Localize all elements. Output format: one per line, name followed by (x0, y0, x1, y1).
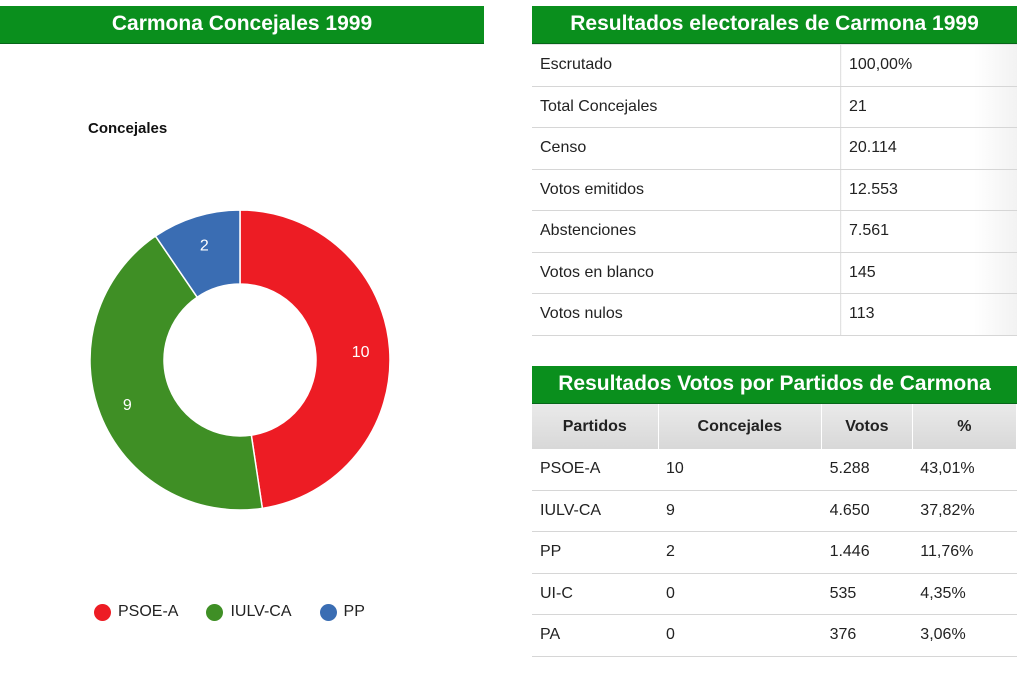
legend-label-psoe: PSOE-A (118, 603, 179, 620)
party-cell: PP (532, 531, 659, 574)
parties-table: Partidos Concejales Votos % PSOE-A 10 5.28… (532, 404, 1017, 657)
legend-item-pp[interactable]: PP (319, 603, 365, 621)
column-header-concejales[interactable]: Concejales (658, 404, 823, 449)
parties-panel-title: Resultados Votos por Partidos de Carmona (532, 366, 1017, 404)
legend-item-psoe[interactable]: PSOE-A (94, 603, 178, 621)
row-label: Total Concejales (532, 86, 841, 128)
row-label: Votos emitidos (532, 169, 841, 211)
table-row: Total Concejales 21 (532, 86, 1017, 128)
column-header-votos[interactable]: Votos (821, 404, 913, 449)
row-value: 20.114 (840, 127, 1017, 170)
table-row: Censo 20.114 (532, 127, 1017, 170)
party-cell: IULV-CA (532, 490, 659, 532)
table-row: PA 0 376 3,06% (532, 614, 1017, 657)
table-row: Abstenciones 7.561 (532, 210, 1017, 253)
party-cell: PA (532, 614, 659, 657)
chart-panel-title: Carmona Concejales 1999 (0, 6, 484, 44)
seats-cell: 10 (658, 449, 822, 491)
percent-cell: 43,01% (912, 449, 1017, 491)
percent-cell: 3,06% (912, 614, 1017, 657)
votes-cell: 1.446 (821, 531, 913, 574)
chart-legend: PSOE-A IULV-CA PP (94, 603, 365, 621)
row-value: 113 (840, 293, 1017, 336)
row-value: 145 (840, 252, 1017, 294)
row-value: 100,00% (840, 44, 1017, 87)
table-row: Votos en blanco 145 (532, 252, 1017, 294)
percent-cell: 11,76% (912, 531, 1017, 574)
votes-cell: 535 (821, 573, 913, 615)
legend-item-iulv[interactable]: IULV-CA (206, 603, 292, 621)
column-header-partidos[interactable]: Partidos (532, 404, 659, 449)
row-label: Votos nulos (532, 293, 841, 336)
seats-cell: 2 (658, 531, 822, 574)
votes-cell: 376 (821, 614, 913, 657)
table-header-row: Partidos Concejales Votos % (532, 404, 1017, 449)
percent-cell: 4,35% (912, 573, 1017, 615)
donut-chart: 10 9 2 (89, 209, 391, 511)
votes-cell: 4.650 (821, 490, 913, 532)
data-label-iulv: 9 (123, 397, 132, 414)
slice-iulv[interactable] (89, 235, 264, 511)
table-row: PP 2 1.446 11,76% (532, 531, 1017, 574)
table-row: PSOE-A 10 5.288 43,01% (532, 449, 1017, 491)
seats-cell: 9 (658, 490, 822, 532)
summary-table: Escrutado 100,00% Total Concejales 21 Cens… (532, 44, 1017, 336)
row-label: Censo (532, 127, 841, 170)
row-value: 7.561 (840, 210, 1017, 253)
percent-cell: 37,82% (912, 490, 1017, 532)
table-row: IULV-CA 9 4.650 37,82% (532, 490, 1017, 532)
seats-cell: 0 (658, 573, 822, 615)
data-label-pp: 2 (200, 237, 209, 254)
chart-title: Concejales (88, 120, 168, 137)
row-label: Escrutado (532, 44, 841, 87)
slice-pp[interactable] (154, 209, 241, 299)
table-row: UI-C 0 535 4,35% (532, 573, 1017, 615)
legend-swatch-pp (319, 603, 337, 621)
legend-label-iulv: IULV-CA (230, 603, 292, 620)
row-label: Abstenciones (532, 210, 841, 253)
row-value: 21 (840, 86, 1017, 128)
legend-label-pp: PP (343, 603, 365, 620)
table-row: Votos emitidos 12.553 (532, 169, 1017, 211)
seats-cell: 0 (658, 614, 822, 657)
legend-swatch-psoe (94, 603, 111, 621)
table-row: Votos nulos 113 (532, 293, 1017, 336)
row-label: Votos en blanco (532, 252, 841, 294)
summary-panel-title: Resultados electorales de Carmona 1999 (532, 6, 1017, 44)
column-header-percent[interactable]: % (912, 404, 1017, 449)
row-value: 12.553 (840, 169, 1017, 211)
legend-swatch-iulv (206, 603, 224, 621)
table-row: Escrutado 100,00% (532, 44, 1017, 87)
votes-cell: 5.288 (821, 449, 913, 491)
data-label-psoe: 10 (352, 344, 370, 361)
slice-psoe[interactable] (239, 209, 391, 510)
party-cell: UI-C (532, 573, 659, 615)
party-cell: PSOE-A (532, 449, 659, 491)
